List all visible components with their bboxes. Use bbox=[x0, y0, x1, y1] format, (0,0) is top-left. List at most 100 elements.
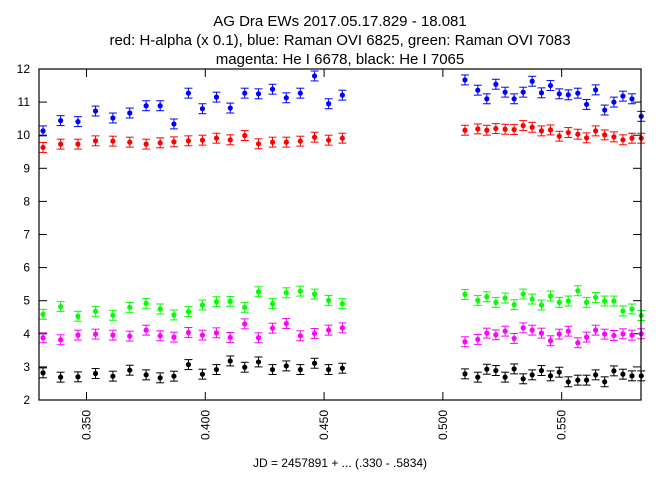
data-point bbox=[213, 366, 220, 373]
data-point bbox=[40, 311, 46, 317]
data-point bbox=[127, 333, 133, 339]
data-point bbox=[547, 127, 554, 133]
data-point bbox=[575, 131, 581, 137]
data-point bbox=[583, 101, 590, 108]
data-point bbox=[484, 127, 490, 133]
data-point bbox=[565, 298, 571, 304]
data-point bbox=[511, 335, 517, 342]
data-point bbox=[565, 328, 571, 334]
data-point bbox=[110, 115, 116, 121]
data-point bbox=[127, 139, 133, 145]
data-point bbox=[502, 328, 508, 334]
data-point bbox=[583, 299, 590, 305]
data-point bbox=[143, 300, 149, 306]
data-point bbox=[462, 371, 468, 377]
data-point bbox=[511, 96, 517, 102]
data-point bbox=[143, 103, 149, 109]
data-point bbox=[143, 372, 149, 378]
data-point bbox=[311, 360, 318, 366]
data-point bbox=[110, 312, 116, 318]
data-point bbox=[255, 141, 262, 147]
data-point bbox=[58, 374, 64, 380]
y-tick-label: 12 bbox=[17, 62, 31, 76]
data-point bbox=[575, 288, 581, 294]
data-point bbox=[339, 301, 345, 307]
data-point bbox=[58, 118, 64, 124]
data-point bbox=[620, 371, 626, 377]
data-point bbox=[602, 132, 608, 138]
data-point bbox=[529, 296, 535, 302]
data-point bbox=[462, 77, 468, 83]
data-point bbox=[538, 302, 545, 308]
data-point bbox=[462, 291, 468, 298]
data-point bbox=[311, 134, 318, 140]
data-point bbox=[583, 377, 590, 383]
data-point bbox=[199, 302, 206, 308]
y-tick-label: 2 bbox=[23, 393, 30, 407]
chart-title-line-3: magenta: He I 6678, black: He I 7065 bbox=[216, 51, 465, 68]
y-tick-label: 9 bbox=[23, 161, 30, 175]
data-point bbox=[143, 327, 149, 333]
data-point bbox=[602, 298, 608, 304]
data-point bbox=[185, 138, 192, 144]
data-point bbox=[593, 372, 599, 378]
data-point bbox=[593, 294, 599, 300]
data-point bbox=[255, 289, 262, 295]
data-point bbox=[583, 135, 590, 141]
data-point bbox=[583, 334, 590, 340]
data-point bbox=[611, 134, 617, 140]
data-point bbox=[520, 89, 526, 95]
data-point bbox=[565, 92, 571, 98]
x-tick-label: 0.500 bbox=[436, 410, 450, 440]
data-point bbox=[520, 325, 526, 331]
data-point bbox=[75, 374, 81, 380]
data-point bbox=[620, 93, 626, 99]
y-tick-label: 3 bbox=[23, 360, 30, 374]
data-point bbox=[213, 330, 220, 336]
data-point bbox=[227, 298, 233, 304]
data-point bbox=[127, 367, 133, 373]
data-point bbox=[40, 128, 46, 134]
data-point bbox=[339, 325, 345, 331]
data-point bbox=[611, 368, 617, 374]
data-point bbox=[339, 92, 345, 98]
data-point bbox=[255, 359, 262, 365]
data-point bbox=[199, 332, 206, 338]
data-point bbox=[339, 135, 345, 141]
y-tick-label: 11 bbox=[18, 95, 31, 109]
data-point bbox=[311, 330, 318, 337]
data-point bbox=[283, 139, 289, 145]
data-point bbox=[611, 298, 617, 304]
x-tick-label: 0.400 bbox=[198, 410, 212, 440]
series-2 bbox=[39, 285, 646, 322]
data-point bbox=[127, 110, 133, 116]
data-point bbox=[92, 331, 99, 337]
data-point bbox=[171, 373, 177, 379]
data-point bbox=[575, 340, 581, 346]
data-point bbox=[493, 125, 499, 132]
data-point bbox=[40, 335, 46, 341]
data-point bbox=[556, 91, 562, 97]
data-point bbox=[575, 377, 581, 383]
data-point bbox=[171, 139, 177, 145]
data-point bbox=[602, 107, 608, 113]
chart-title-line-1: AG Dra EWs 2017.05.17.829 - 18.081 bbox=[213, 13, 466, 30]
data-point bbox=[75, 119, 81, 125]
data-point bbox=[171, 312, 177, 318]
data-point bbox=[502, 89, 508, 95]
data-point bbox=[547, 82, 554, 89]
data-point bbox=[538, 367, 545, 374]
data-point bbox=[529, 372, 535, 378]
data-point bbox=[502, 126, 508, 132]
data-point bbox=[213, 299, 220, 305]
data-point bbox=[602, 331, 608, 337]
data-point bbox=[269, 139, 276, 145]
data-point bbox=[227, 358, 233, 364]
data-point bbox=[538, 128, 545, 134]
chart-title-line-2: red: H-alpha (x 0.1), blue: Raman OVI 68… bbox=[109, 32, 570, 49]
data-point bbox=[325, 297, 332, 303]
data-point bbox=[556, 369, 562, 375]
data-point bbox=[325, 101, 332, 107]
data-point bbox=[484, 366, 490, 372]
